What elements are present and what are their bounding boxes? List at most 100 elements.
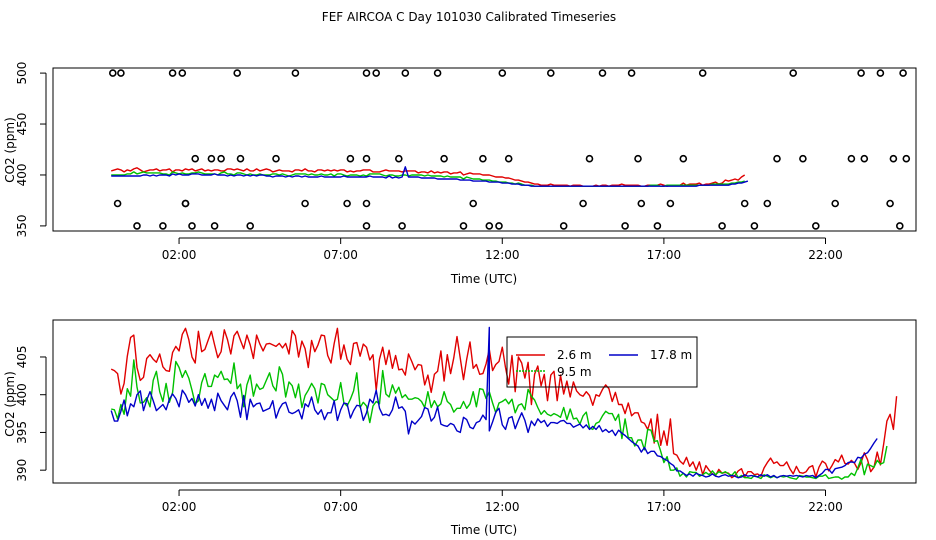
bottom-x-axis-label: Time (UTC) xyxy=(450,523,517,537)
bottom-series-2-6m xyxy=(110,327,898,479)
top-flag-point xyxy=(113,199,122,208)
legend-box xyxy=(506,336,698,388)
top-flag-point xyxy=(799,154,807,163)
legend: 2.6 m 17.8 m 9.5 m xyxy=(506,336,698,388)
top-flag-point xyxy=(773,154,781,163)
top-flag-point xyxy=(343,199,351,208)
top-flag-point xyxy=(301,199,309,208)
top-plot-frame xyxy=(52,67,917,232)
top-flag-point xyxy=(159,222,167,230)
top-flag-point xyxy=(479,154,487,163)
top-flag-point xyxy=(181,199,190,208)
top-y-tick-label: 350 xyxy=(15,214,29,237)
top-y-axis: 350 400 450 500 xyxy=(15,62,47,237)
top-flag-point xyxy=(621,222,629,230)
top-flag-point xyxy=(362,199,371,208)
top-x-tick-label: 12:00 xyxy=(485,248,520,262)
top-flag-point xyxy=(362,154,371,163)
bottom-x-tick-label: 17:00 xyxy=(647,500,682,514)
top-flag-point xyxy=(210,222,219,230)
top-flag-point xyxy=(789,69,798,77)
top-flag-point xyxy=(433,69,442,77)
top-flag-point xyxy=(698,69,707,77)
top-x-tick-label: 22:00 xyxy=(808,248,843,262)
bottom-y-tick-label: 390 xyxy=(15,459,29,482)
top-flag-point xyxy=(346,154,355,163)
top-flag-point xyxy=(857,69,865,77)
top-flag-point xyxy=(666,199,675,208)
top-panel: 02:00 07:00 12:00 17:00 22:00 350 400 450 500 T… xyxy=(3,62,917,286)
top-series-lines xyxy=(110,166,749,187)
top-flag-point xyxy=(401,69,410,77)
top-flag-point xyxy=(272,154,280,163)
top-flag-point xyxy=(217,154,225,163)
top-flag-point xyxy=(233,69,241,77)
bottom-x-tick-label: 07:00 xyxy=(323,500,358,514)
top-flag-point xyxy=(886,199,894,208)
top-series-2-6m xyxy=(110,167,746,187)
top-flag-point xyxy=(637,199,646,208)
top-flag-point xyxy=(546,69,555,77)
top-series-9-5m xyxy=(111,171,745,187)
bottom-x-axis: 02:00 07:00 12:00 17:00 22:00 xyxy=(162,489,843,514)
top-flag-point xyxy=(579,199,587,208)
top-flag-point xyxy=(763,199,772,208)
top-flag-point xyxy=(504,154,513,163)
top-flag-point xyxy=(459,222,468,230)
top-flag-point xyxy=(895,222,904,230)
top-flag-point xyxy=(440,154,448,163)
bottom-y-axis: 390 395 400 405 xyxy=(15,346,47,482)
top-flag-point xyxy=(889,154,898,163)
top-flag-point xyxy=(718,222,726,230)
top-flag-point xyxy=(899,69,907,77)
top-flag-point xyxy=(498,69,507,77)
top-y-axis-label: CO2 (ppm) xyxy=(3,117,17,183)
top-flag-point xyxy=(246,222,254,230)
top-flag-point xyxy=(178,69,187,77)
bottom-series-9-5m xyxy=(111,359,888,480)
top-flag-point xyxy=(634,154,642,163)
bottom-x-tick-label: 22:00 xyxy=(808,500,843,514)
bottom-y-tick-label: 395 xyxy=(15,421,29,444)
top-flag-point xyxy=(168,69,177,77)
top-flag-point xyxy=(291,69,300,77)
top-flag-point xyxy=(109,69,117,77)
top-flag-point xyxy=(207,154,216,163)
bottom-x-tick-label: 02:00 xyxy=(162,500,197,514)
bottom-series-lines xyxy=(110,326,898,480)
bottom-panel: 02:00 07:00 12:00 17:00 22:00 390 395 400 405 T… xyxy=(3,319,917,537)
legend-label-17-8m: 17.8 m xyxy=(650,348,692,362)
top-flag-point xyxy=(362,69,371,77)
bottom-series-17-8m xyxy=(110,326,878,479)
top-flag-point xyxy=(236,154,245,163)
top-flag-point xyxy=(653,222,662,230)
legend-label-9-5m: 9.5 m xyxy=(557,365,592,379)
top-flag-point xyxy=(495,222,503,230)
top-flag-point xyxy=(740,199,749,208)
top-flag-point xyxy=(585,154,594,163)
top-x-tick-label: 17:00 xyxy=(647,248,682,262)
top-y-tick-label: 450 xyxy=(15,113,29,136)
top-flag-point xyxy=(811,222,820,230)
bottom-y-tick-label: 400 xyxy=(15,383,29,406)
top-flag-point xyxy=(398,222,406,230)
top-x-axis-label: Time (UTC) xyxy=(450,272,517,286)
top-flag-point xyxy=(679,154,688,163)
top-flag-point xyxy=(485,222,494,230)
top-series-17-8m xyxy=(111,166,749,187)
top-x-axis: 02:00 07:00 12:00 17:00 22:00 xyxy=(162,237,843,262)
top-y-tick-label: 500 xyxy=(15,62,29,85)
bottom-y-axis-label: CO2 (ppm) xyxy=(3,371,17,437)
top-flag-points xyxy=(109,69,911,230)
top-x-tick-label: 02:00 xyxy=(162,248,197,262)
bottom-plot-frame xyxy=(52,319,917,484)
legend-label-2-6m: 2.6 m xyxy=(557,348,592,362)
top-flag-point xyxy=(362,222,371,230)
top-y-tick-label: 400 xyxy=(15,164,29,187)
top-flag-point xyxy=(750,222,759,230)
top-x-tick-label: 07:00 xyxy=(323,248,358,262)
top-flag-point xyxy=(188,222,196,230)
top-flag-point xyxy=(372,69,381,77)
top-flag-point xyxy=(394,154,403,163)
